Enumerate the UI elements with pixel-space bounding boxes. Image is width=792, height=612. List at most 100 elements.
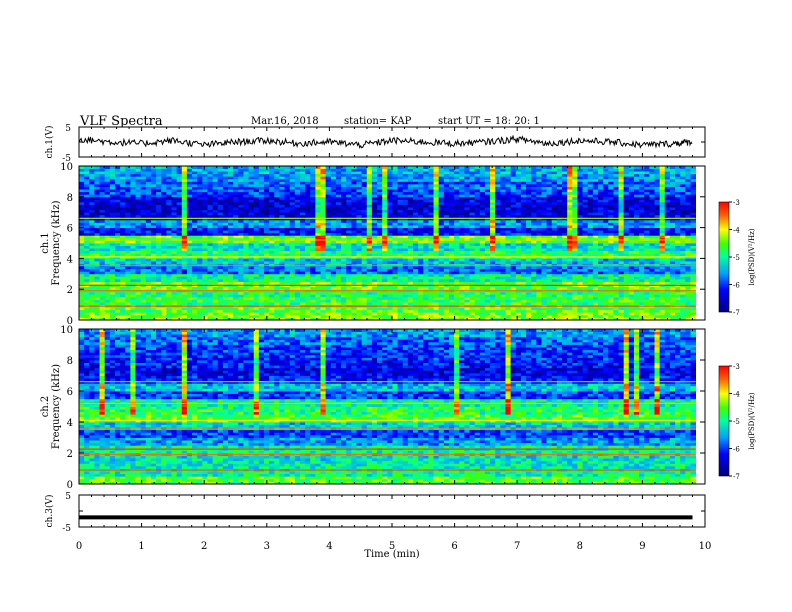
spectrogram-cell	[176, 235, 183, 239]
spectrogram-cell	[685, 309, 691, 313]
spectrogram-cell	[562, 296, 568, 300]
spectrogram-cell	[202, 245, 208, 249]
spectrogram-cell	[228, 260, 234, 264]
spectrogram-cell	[433, 291, 440, 295]
spectrogram-cell	[633, 276, 640, 280]
spectrogram-cell	[413, 258, 419, 262]
spectrogram-cell	[217, 253, 224, 257]
spectrogram-cell	[341, 268, 347, 272]
spectrogram-cell	[325, 260, 332, 264]
spectrogram-cell	[197, 296, 203, 300]
spectrogram-cell	[89, 273, 95, 277]
spectrogram-cell	[567, 307, 573, 311]
spectrogram-cell	[289, 317, 296, 321]
spectrogram-cell	[459, 250, 465, 254]
spectrogram-cell	[171, 225, 178, 228]
spectrogram-cell	[150, 299, 157, 303]
spectrogram-cell	[94, 250, 100, 254]
spectrogram-cell	[454, 291, 460, 295]
spectrogram-cell	[171, 268, 178, 272]
spectrogram-cell	[608, 273, 614, 277]
spectrogram-cell	[562, 314, 568, 318]
spectrogram-cell	[680, 286, 686, 290]
spectrogram-cell	[94, 278, 100, 282]
spectrogram-cell	[623, 225, 630, 228]
spectrogram-cell	[603, 232, 609, 236]
spectrogram-cell	[346, 258, 352, 262]
spectrogram-cell	[469, 214, 476, 218]
spectrogram-cell	[84, 281, 90, 285]
spectrogram-cell	[536, 243, 542, 246]
spectrogram-cell	[459, 268, 465, 272]
spectrogram-cell	[202, 276, 208, 280]
spectrogram-cell	[197, 214, 203, 218]
spectrogram-cell	[346, 240, 352, 244]
spectrogram-cell	[407, 250, 414, 254]
spectrogram-cell	[438, 314, 445, 318]
spectrogram-cell	[443, 307, 450, 311]
spectrogram-cell	[130, 235, 136, 239]
spectrogram-cell	[690, 260, 697, 264]
spectrogram-cell	[484, 299, 491, 303]
spectrogram-cell	[120, 250, 126, 254]
spectrogram-cell	[161, 281, 167, 285]
spectrogram-cell	[448, 309, 455, 313]
spectrogram-cell	[659, 232, 666, 236]
spectrogram-cell	[603, 291, 609, 295]
spectrogram-cell	[361, 222, 368, 226]
spectrogram-cell	[284, 271, 291, 275]
spectrogram-cell	[114, 299, 121, 303]
spectrogram-cell	[197, 314, 203, 318]
spectrogram-cell	[680, 307, 686, 311]
spectrogram-cell	[428, 307, 434, 311]
spectrogram-cell	[418, 258, 424, 262]
spectrogram-cell	[443, 281, 450, 285]
spectrogram-cell	[587, 317, 594, 321]
spectrogram-cell	[680, 302, 686, 305]
spectrogram-cell	[243, 268, 249, 272]
spectrogram-cell	[484, 243, 491, 246]
spectrogram-cell	[551, 227, 558, 231]
spectrogram-cell	[402, 235, 409, 239]
spectrogram-cell	[166, 232, 172, 236]
spectrogram-cell	[310, 286, 316, 290]
spectrogram-cell	[438, 302, 445, 305]
spectrogram-cell	[664, 253, 671, 257]
spectrogram-cell	[608, 281, 614, 285]
spectrogram-cell	[377, 312, 383, 316]
spectrogram-cell	[305, 302, 311, 305]
spectrogram-cell	[161, 268, 167, 272]
spectrogram-cell	[269, 312, 275, 316]
spectrogram-cell	[392, 296, 398, 300]
spectrogram-cell	[448, 222, 455, 226]
spectrogram-cell	[202, 273, 208, 277]
spectrogram-cell	[150, 214, 157, 218]
spectrogram-cell	[233, 309, 239, 313]
spectrogram-cell	[423, 307, 429, 311]
spectrogram-cell	[207, 248, 213, 252]
spectrogram-cell	[335, 273, 342, 277]
spectrogram-cell	[654, 276, 661, 280]
spectrogram-cell	[628, 214, 635, 218]
spectrogram-cell	[135, 245, 142, 249]
spectrogram-cell	[587, 314, 594, 318]
spectrogram-cell	[443, 227, 450, 231]
spectrogram-cell	[284, 219, 291, 223]
spectrogram-cell	[603, 227, 609, 231]
spectrogram-cell	[454, 302, 460, 305]
spectrogram-cell	[238, 294, 244, 298]
spectrogram-cell	[603, 281, 609, 285]
spectrogram-cell	[371, 214, 378, 218]
spectrogram-cell	[577, 240, 583, 244]
spectrogram-cell	[649, 307, 655, 311]
spectrogram-cell	[228, 225, 234, 228]
spectrogram-cell	[428, 222, 434, 226]
spectrogram-cell	[659, 230, 666, 234]
spectrogram-cell	[279, 212, 285, 216]
spectrogram-cell	[89, 245, 95, 249]
spectrogram-cell	[515, 312, 522, 316]
spectrogram-cell	[520, 250, 527, 254]
spectrogram-cell	[346, 281, 352, 285]
spectrogram-cell	[176, 219, 183, 223]
spectrogram-cell	[243, 250, 249, 254]
